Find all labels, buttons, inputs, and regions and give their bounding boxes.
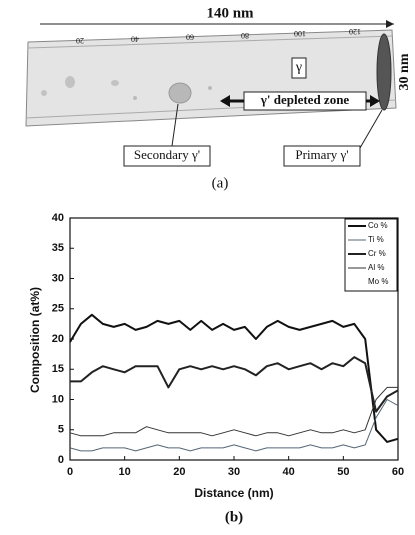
legend-label: Al %: [368, 263, 384, 272]
panel-a: 140 nm 30 nm γ γ' depleted zone Secondar…: [25, 5, 412, 191]
x-tick-label: 30: [228, 466, 240, 478]
rod-edge: [27, 35, 393, 49]
length-label: 140 nm: [206, 5, 254, 21]
series-line: [69, 313, 399, 443]
legend-label: Co %: [368, 221, 388, 230]
depleted-label: γ' depleted zone: [260, 92, 350, 107]
x-axis-label: Distance (nm): [194, 486, 273, 500]
rod-tick-label: 40: [131, 34, 139, 43]
primary-label: Primary γ': [295, 147, 348, 162]
secondary-precipitate: [168, 82, 192, 104]
gamma-label: γ: [295, 60, 302, 75]
caption: (a): [212, 175, 229, 191]
precipitate: [41, 90, 47, 96]
caption: (b): [225, 509, 243, 525]
precipitate: [111, 80, 119, 86]
secondary-label: Secondary γ': [134, 147, 200, 162]
label-box: [123, 145, 211, 167]
legend-label: Mo %: [368, 277, 388, 286]
series-line: [69, 386, 398, 437]
rod-tick-label: 100: [294, 29, 306, 38]
series-line: [70, 356, 399, 413]
pointer: [171, 103, 179, 147]
y-tick-label: 15: [52, 363, 64, 375]
x-tick-label: 50: [337, 466, 349, 478]
primary-precipitate: [376, 33, 392, 111]
y-tick-label: 20: [52, 333, 64, 345]
precipitate: [133, 96, 137, 100]
rod-tick-label: 20: [76, 36, 84, 45]
y-tick-label: 25: [52, 303, 64, 315]
x-tick-label: 40: [283, 466, 295, 478]
y-tick-label: 30: [52, 272, 64, 284]
arrow-head: [386, 20, 394, 28]
pointer: [359, 109, 383, 149]
label-box: [283, 145, 361, 167]
x-tick-label: 10: [119, 466, 131, 478]
rod-tick-label: 120: [349, 27, 361, 36]
label-box: [291, 57, 307, 79]
series-line: [69, 399, 399, 452]
y-tick-label: 5: [58, 424, 64, 436]
width-label: 30 nm: [397, 53, 412, 90]
y-tick-label: 10: [52, 393, 64, 405]
y-axis-label: Composition (at%): [28, 287, 42, 393]
x-tick-label: 20: [173, 466, 185, 478]
x-tick-label: 0: [67, 466, 73, 478]
y-tick-label: 0: [58, 454, 64, 466]
y-tick-label: 35: [52, 242, 64, 254]
precipitate: [208, 86, 212, 90]
y-tick-label: 40: [52, 212, 64, 224]
precipitate: [65, 76, 75, 88]
arrow-head: [220, 95, 230, 107]
legend-label: Cr %: [368, 249, 386, 258]
x-tick-label: 60: [392, 466, 404, 478]
rod-tick-label: 80: [241, 31, 249, 40]
rod-tick-label: 60: [186, 33, 194, 42]
legend-label: Ti %: [368, 235, 384, 244]
arrow-head: [370, 95, 380, 107]
